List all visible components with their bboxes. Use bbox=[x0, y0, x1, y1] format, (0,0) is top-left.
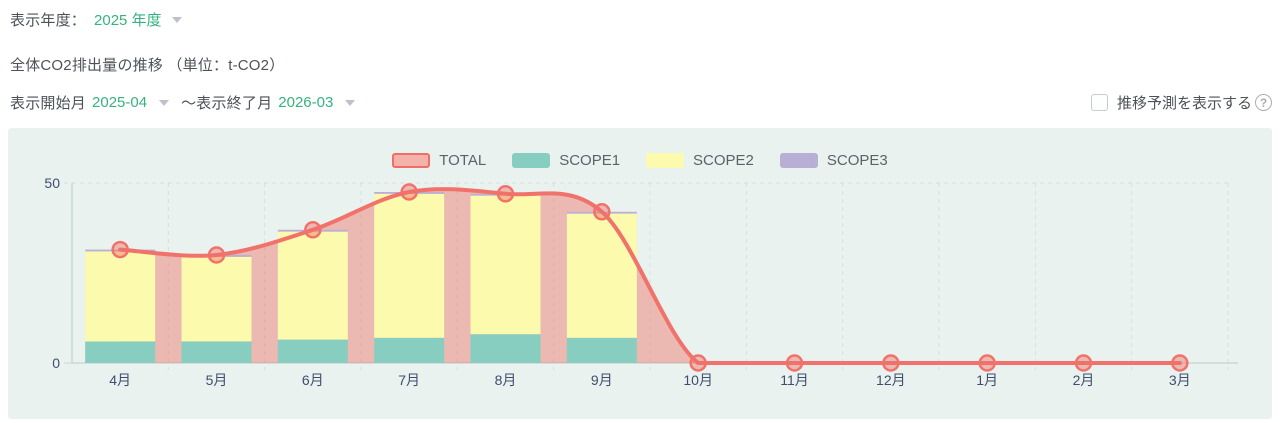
chevron-down-icon[interactable] bbox=[159, 99, 170, 106]
x-axis-label: 9月 bbox=[591, 372, 613, 388]
total-marker bbox=[111, 240, 129, 259]
start-month-value[interactable]: 2025-04 bbox=[92, 94, 148, 111]
legend-item-scope2[interactable]: SCOPE2 bbox=[646, 152, 754, 169]
x-axis-label: 10月 bbox=[683, 372, 713, 388]
chart-legend: TOTAL SCOPE1 SCOPE2 SCOPE3 bbox=[8, 152, 1272, 169]
chart-title: 全体CO2排出量の推移 （単位：t-CO2） bbox=[10, 57, 285, 74]
fiscal-year-row: 表示年度： 2025 年度 bbox=[10, 9, 182, 30]
total-marker bbox=[400, 183, 418, 201]
range-row: 表示開始月 2025-04 ～表示終了月 2026-03 推移予測を表示する ? bbox=[10, 92, 1272, 113]
x-axis-label: 8月 bbox=[495, 372, 517, 388]
x-axis-label: 11月 bbox=[780, 372, 809, 388]
scope2-bar bbox=[374, 193, 445, 338]
chevron-down-icon[interactable] bbox=[171, 16, 182, 23]
total-marker bbox=[304, 221, 322, 239]
forecast-checkbox-label[interactable]: 推移予測を表示する bbox=[1116, 95, 1252, 112]
y-axis-label: 50 bbox=[44, 175, 60, 191]
total-marker bbox=[785, 354, 804, 372]
scope3-legend-label: SCOPE3 bbox=[826, 152, 888, 169]
scope2-bar bbox=[181, 256, 252, 342]
x-axis-label: 4月 bbox=[109, 372, 131, 388]
scope2-bar bbox=[85, 251, 156, 342]
legend-item-scope3[interactable]: SCOPE3 bbox=[779, 152, 888, 169]
x-axis-label: 2月 bbox=[1073, 372, 1095, 388]
end-month-value[interactable]: 2026-03 bbox=[278, 94, 334, 111]
total-legend-label: TOTAL bbox=[439, 152, 487, 169]
total-marker bbox=[593, 203, 611, 221]
y-axis-label: 0 bbox=[52, 355, 60, 371]
help-icon[interactable]: ? bbox=[1255, 94, 1272, 111]
scope1-bar bbox=[374, 337, 445, 363]
scope2-bar bbox=[470, 195, 541, 335]
chart-panel: TOTAL SCOPE1 SCOPE2 SCOPE3 0 50 4月 5月 6月 7月 8月… bbox=[8, 128, 1272, 419]
chart-title-row: 全体CO2排出量の推移 （単位：t-CO2） bbox=[10, 54, 284, 75]
total-legend-swatch bbox=[392, 153, 431, 168]
legend-item-scope1[interactable]: SCOPE1 bbox=[512, 152, 620, 169]
total-marker bbox=[689, 354, 707, 372]
scope1-bar bbox=[181, 341, 252, 363]
scope1-bar bbox=[470, 334, 541, 363]
total-marker bbox=[496, 185, 515, 203]
total-marker bbox=[207, 246, 226, 264]
scope1-bar bbox=[566, 337, 637, 363]
emissions-chart: 0 50 4月 5月 6月 7月 8月 9月 10月 11月 12月 1月 2月 3月 bbox=[44, 175, 1238, 388]
legend-item-total[interactable]: TOTAL bbox=[392, 152, 486, 169]
x-axis-label: 1月 bbox=[976, 372, 998, 388]
scope2-legend-label: SCOPE2 bbox=[693, 152, 754, 169]
x-axis-label: 12月 bbox=[876, 372, 906, 388]
fiscal-year-label: 表示年度： bbox=[10, 12, 87, 29]
scope1-legend-swatch bbox=[512, 153, 551, 168]
total-marker bbox=[1171, 354, 1189, 372]
scope1-bar bbox=[277, 339, 348, 363]
x-axis-label: 3月 bbox=[1169, 372, 1191, 388]
scope2-bar bbox=[566, 213, 637, 338]
start-month-label: 表示開始月 bbox=[10, 95, 87, 112]
total-marker bbox=[978, 354, 996, 372]
scope2-bar bbox=[277, 231, 348, 340]
total-marker bbox=[882, 354, 900, 372]
scope1-legend-label: SCOPE1 bbox=[559, 152, 621, 169]
total-marker bbox=[1074, 354, 1093, 372]
scope1-bar bbox=[85, 341, 156, 363]
scope2-legend-swatch bbox=[646, 153, 685, 168]
forecast-checkbox[interactable] bbox=[1090, 94, 1108, 111]
scope3-legend-swatch bbox=[779, 153, 818, 168]
x-axis-label: 5月 bbox=[206, 372, 228, 388]
x-axis-label: 6月 bbox=[302, 372, 324, 388]
chevron-down-icon[interactable] bbox=[345, 99, 356, 106]
end-month-label: ～表示終了月 bbox=[181, 95, 273, 112]
fiscal-year-value[interactable]: 2025 年度 bbox=[94, 12, 162, 29]
x-axis-label: 7月 bbox=[398, 372, 420, 388]
forecast-toggle-group: 推移予測を表示する ? bbox=[1090, 92, 1272, 113]
